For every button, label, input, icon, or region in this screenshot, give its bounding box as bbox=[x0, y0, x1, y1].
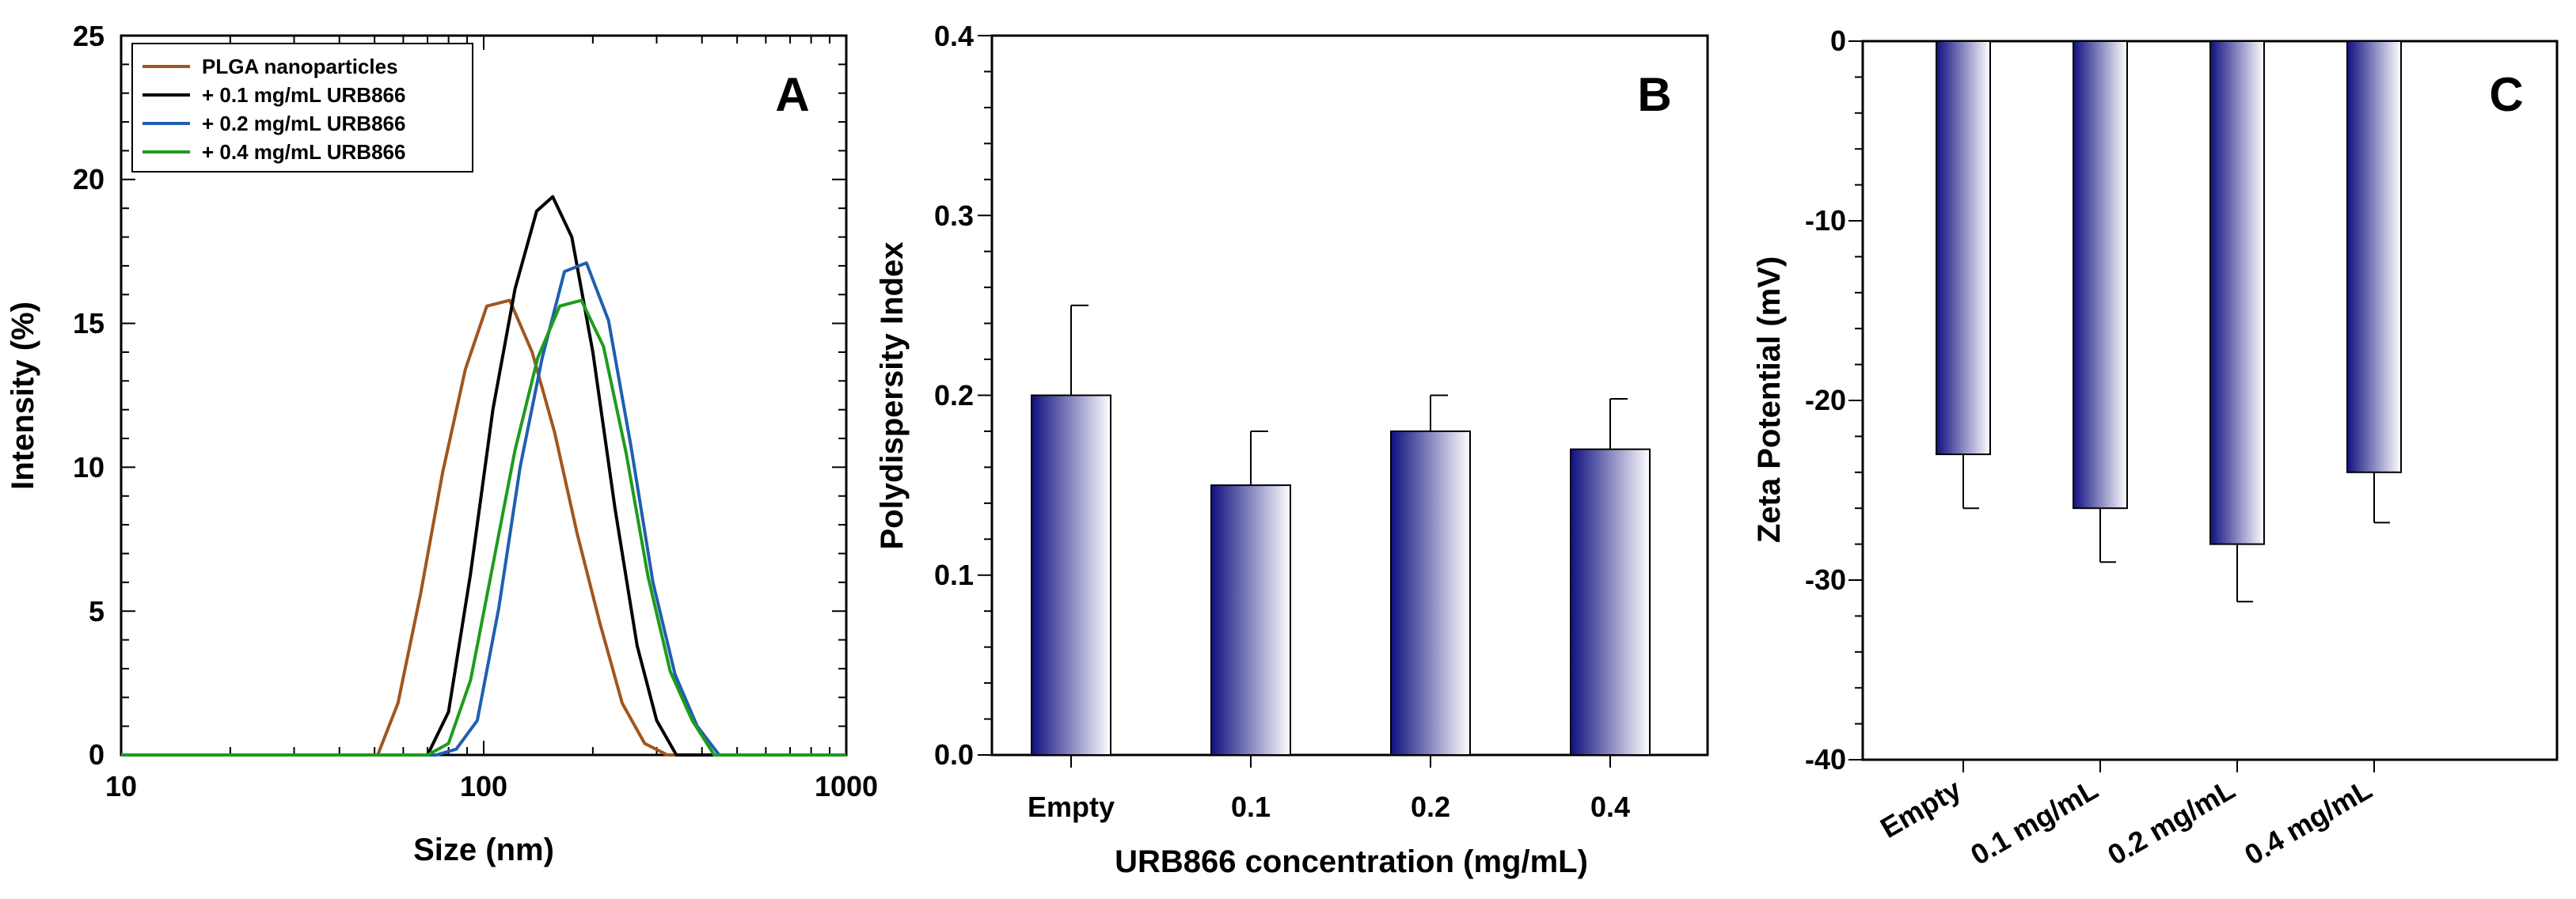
panel-a-ytick-label: 5 bbox=[89, 595, 104, 628]
panel-a: PLGA nanoparticles + 0.1 mg/mL URB866 + 0.… bbox=[6, 20, 878, 867]
panel-c-ytick-label: -20 bbox=[1805, 384, 1846, 416]
panel-a-legend: PLGA nanoparticles + 0.1 mg/mL URB866 + 0.… bbox=[131, 43, 473, 173]
bar bbox=[1570, 448, 1651, 756]
panel-a-lines bbox=[121, 195, 846, 757]
series-line-0 bbox=[121, 298, 846, 757]
panel-b-ticks bbox=[978, 35, 1611, 768]
legend-label: PLGA nanoparticles bbox=[202, 55, 398, 78]
panel-b-ytick-label: 0.1 bbox=[934, 559, 974, 591]
panel-c-ylabel: Zeta Potential (mV) bbox=[1752, 256, 1787, 543]
bar bbox=[1210, 484, 1291, 756]
panel-b-xtick-label: 0.1 bbox=[1231, 791, 1271, 823]
panel-a-ylabel: Intensity (%) bbox=[6, 302, 40, 490]
panel-a-ytick-label: 10 bbox=[73, 451, 104, 484]
panel-c-ytick-label: -40 bbox=[1805, 743, 1846, 776]
panel-b-ytick-label: 0.4 bbox=[934, 20, 974, 52]
bar bbox=[1390, 430, 1471, 756]
legend-label: + 0.4 mg/mL URB866 bbox=[202, 140, 405, 164]
panel-b-ylabel: Polydispersity Index bbox=[875, 241, 910, 549]
panel-c-ytick-label: -30 bbox=[1805, 563, 1846, 596]
series-line-2 bbox=[121, 261, 846, 757]
series-line-1 bbox=[121, 195, 846, 757]
panel-b-ytick-label: 0.0 bbox=[934, 738, 974, 771]
panel-b-letter: B bbox=[1637, 68, 1671, 121]
panel-c-letter: C bbox=[2489, 68, 2523, 121]
panel-b-xtick-label: 0.2 bbox=[1411, 791, 1450, 823]
bar bbox=[2346, 40, 2402, 473]
panel-a-xtick-label: 1000 bbox=[815, 770, 878, 802]
panel-a-xlabel: Size (nm) bbox=[413, 833, 554, 867]
bar bbox=[1031, 394, 1111, 756]
panel-a-xtick-label: 100 bbox=[460, 770, 507, 802]
panel-a-ytick-label: 25 bbox=[73, 20, 104, 52]
panel-b-ytick-label: 0.3 bbox=[934, 199, 974, 232]
panel-a-ticks bbox=[120, 35, 847, 756]
panel-a-letter: A bbox=[775, 68, 809, 121]
legend-label: + 0.1 mg/mL URB866 bbox=[202, 83, 405, 107]
panel-c-xtick-label: Empty bbox=[1875, 772, 1966, 844]
panel-c-xtick-label: 0.4 mg/mL bbox=[2239, 772, 2377, 871]
panel-b: 0.0 0.1 0.2 0.3 0.4 Empty 0.1 0.2 0.4 UR… bbox=[875, 20, 1709, 879]
panel-c: -40 -30 -20 -10 0 Empty 0.1 mg/mL 0.2 mg… bbox=[1752, 25, 2559, 871]
panel-c-bars bbox=[1936, 40, 2402, 603]
bar bbox=[1936, 40, 1991, 456]
panel-b-bars bbox=[1031, 304, 1651, 756]
series-line-3 bbox=[121, 298, 846, 757]
panel-a-ytick-label: 15 bbox=[73, 307, 104, 339]
panel-c-ticks bbox=[1848, 40, 2375, 772]
bar bbox=[2073, 40, 2128, 510]
panel-a-xtick-label: 10 bbox=[105, 770, 137, 802]
panel-b-xtick-label: 0.4 bbox=[1590, 791, 1630, 823]
bar bbox=[2209, 40, 2265, 545]
panel-c-xtick-label: 0.1 mg/mL bbox=[1965, 772, 2103, 871]
panel-b-ytick-label: 0.2 bbox=[934, 379, 974, 412]
panel-a-ytick-label: 20 bbox=[73, 163, 104, 195]
panel-b-xlabel: URB866 concentration (mg/mL) bbox=[1115, 844, 1588, 879]
legend-label: + 0.2 mg/mL URB866 bbox=[202, 112, 405, 135]
panel-c-ytick-label: 0 bbox=[1830, 25, 1846, 57]
panel-a-ytick-label: 0 bbox=[89, 738, 104, 771]
panel-b-xtick-label: Empty bbox=[1028, 791, 1115, 823]
panel-c-ytick-label: -10 bbox=[1805, 204, 1846, 237]
panel-c-xtick-label: 0.2 mg/mL bbox=[2102, 772, 2240, 871]
